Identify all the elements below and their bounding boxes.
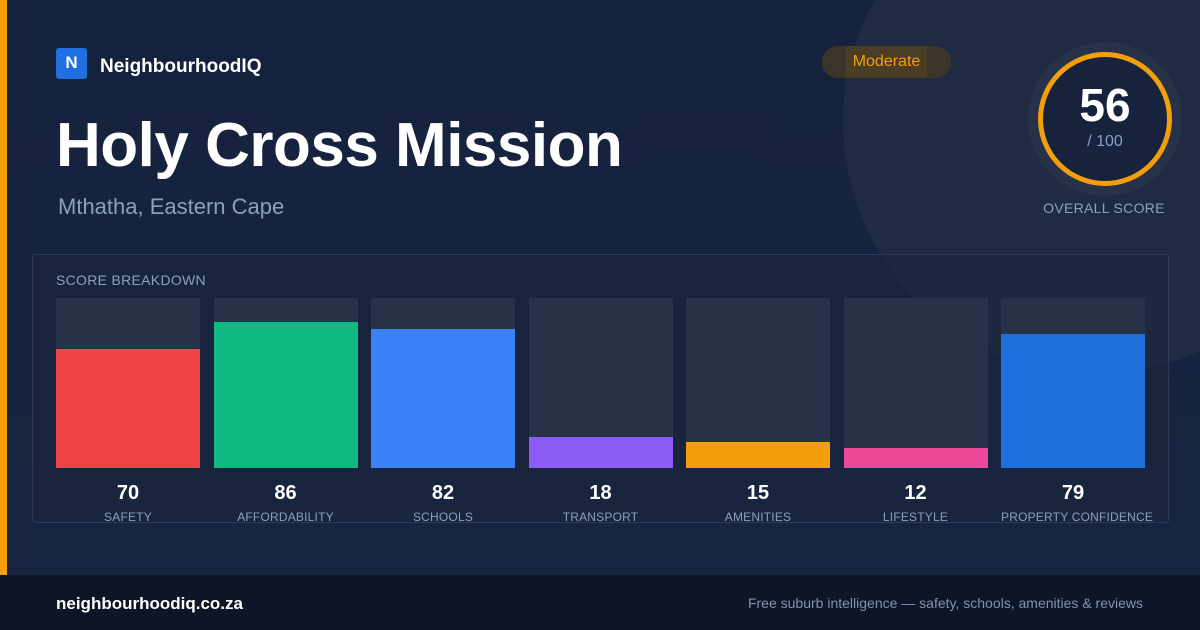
bar-label: AFFORDABILITY [237, 510, 334, 524]
bar-label: PROPERTY CONFIDENCE [1001, 510, 1154, 524]
score-ring [1038, 52, 1172, 186]
bar-track [371, 298, 515, 468]
bar-track [1001, 298, 1145, 468]
footer-site-link[interactable]: neighbourhoodiq.co.za [56, 594, 243, 613]
breakdown-title: SCORE BREAKDOWN [56, 272, 206, 288]
overall-score-max: / 100 [1087, 133, 1123, 150]
bar-track [213, 298, 358, 468]
bar-value: 18 [589, 482, 612, 504]
score-bar-safety: 70 SAFETY [56, 298, 200, 524]
bar-track [56, 298, 200, 468]
score-bar-transport: 18 TRANSPORT [528, 298, 673, 524]
score-bar-amenities: 15 AMENITIES [686, 298, 830, 524]
bar-track [528, 298, 673, 468]
bar-fill [371, 329, 515, 468]
score-bar-property-confidence: 79 PROPERTY CONFIDENCE [1001, 298, 1154, 524]
bar-value: 15 [746, 482, 770, 504]
bar-value: 86 [274, 482, 297, 504]
page-title: Holy Cross Mission [56, 111, 623, 180]
bar-fill [1001, 334, 1145, 468]
overall-score-value: 56 [1079, 79, 1131, 131]
score-breakdown-panel: SCORE BREAKDOWN 70 SAFETY 86 AFFORDABILITY 8… [32, 254, 1169, 524]
bar-value: 70 [116, 482, 140, 504]
rating-badge: Moderate [822, 46, 951, 78]
location-subtitle: Mthatha, Eastern Cape [58, 194, 285, 219]
accent-stripe [0, 0, 7, 575]
brand: N NeighbourhoodIQ [56, 46, 261, 80]
score-bar-lifestyle: 12 LIFESTYLE [843, 298, 988, 524]
bar-label: SCHOOLS [412, 510, 474, 524]
bar-fill [686, 442, 830, 468]
bar-label: AMENITIES [724, 510, 792, 524]
bar-label: TRANSPORT [562, 510, 639, 524]
bar-fill [56, 349, 200, 468]
bar-fill [213, 322, 358, 468]
bar-label: LIFESTYLE [882, 510, 949, 524]
bar-value: 82 [431, 482, 455, 504]
overall-score-label: OVERALL SCORE [1043, 200, 1165, 216]
bar-value: 12 [904, 482, 927, 504]
score-bar-affordability: 86 AFFORDABILITY [213, 298, 358, 524]
og-card: N NeighbourhoodIQ Moderate Holy Cross Mi… [0, 0, 1200, 575]
brand-name: NeighbourhoodIQ [100, 56, 262, 77]
footer-tagline: Free suburb intelligence — safety, schoo… [747, 595, 1143, 611]
footer: neighbourhoodiq.co.za Free suburb intell… [0, 575, 1200, 630]
bar-fill [528, 437, 673, 468]
bar-value: 79 [1061, 482, 1085, 504]
score-bar-schools: 82 SCHOOLS [371, 298, 515, 524]
brand-logo-icon: N [56, 47, 87, 79]
bar-label: SAFETY [104, 510, 152, 524]
rating-badge-label: Moderate [852, 53, 921, 70]
overall-score-gauge: 56 / 100 [1028, 42, 1182, 196]
bar-track [686, 298, 830, 468]
bar-track [843, 298, 988, 468]
bar-fill [843, 448, 988, 468]
